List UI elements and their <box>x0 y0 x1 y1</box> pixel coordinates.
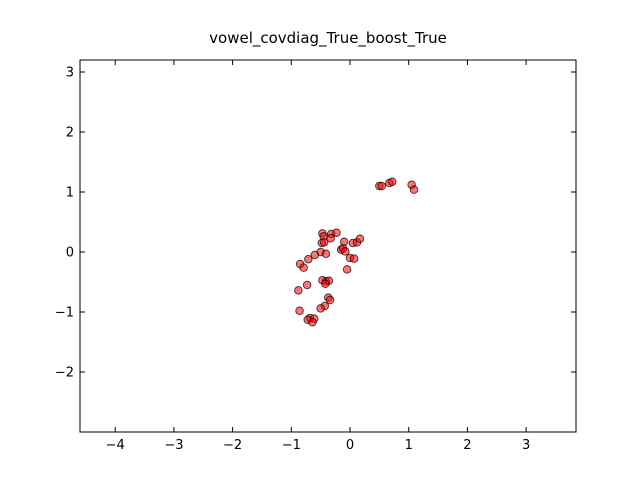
data-point <box>302 280 312 290</box>
axis-ticks: −4 −3 −2 −1 0 1 2 3 −2 −1 0 1 2 3 <box>55 60 576 453</box>
data-point <box>326 233 335 243</box>
data-point <box>325 295 335 305</box>
y-tick-label: 1 <box>66 186 74 201</box>
data-point <box>355 234 365 244</box>
data-point <box>377 181 386 191</box>
data-point <box>349 254 359 263</box>
data-point <box>316 304 325 313</box>
x-tick-label: 3 <box>522 438 530 453</box>
data-point <box>409 185 419 194</box>
y-tick-label: 3 <box>66 66 74 81</box>
x-tick-label: −1 <box>282 438 301 453</box>
data-points <box>294 177 419 327</box>
data-point <box>321 249 331 259</box>
data-point <box>299 263 308 272</box>
y-tick-label: −2 <box>55 366 74 381</box>
y-tick-label: 0 <box>66 246 74 261</box>
chart-title: vowel_covdiag_True_boost_True <box>209 29 447 48</box>
plot-frame <box>79 59 577 433</box>
x-tick-label: −2 <box>223 438 242 453</box>
x-tick-label: −4 <box>106 438 125 453</box>
y-tick-label: −1 <box>55 306 74 321</box>
data-point <box>342 265 352 274</box>
data-point <box>319 238 329 247</box>
data-point <box>388 177 397 187</box>
x-tick-label: 0 <box>346 438 354 453</box>
data-point <box>308 317 317 327</box>
x-tick-label: 1 <box>405 438 413 453</box>
data-point <box>294 286 303 295</box>
x-tick-label: 2 <box>463 438 471 453</box>
data-point <box>304 254 313 264</box>
data-point <box>321 279 330 289</box>
data-point <box>295 306 304 316</box>
data-point <box>341 247 350 256</box>
x-tick-label: −3 <box>164 438 183 453</box>
y-tick-label: 2 <box>66 126 74 141</box>
data-point <box>310 250 320 260</box>
data-point <box>332 228 341 238</box>
